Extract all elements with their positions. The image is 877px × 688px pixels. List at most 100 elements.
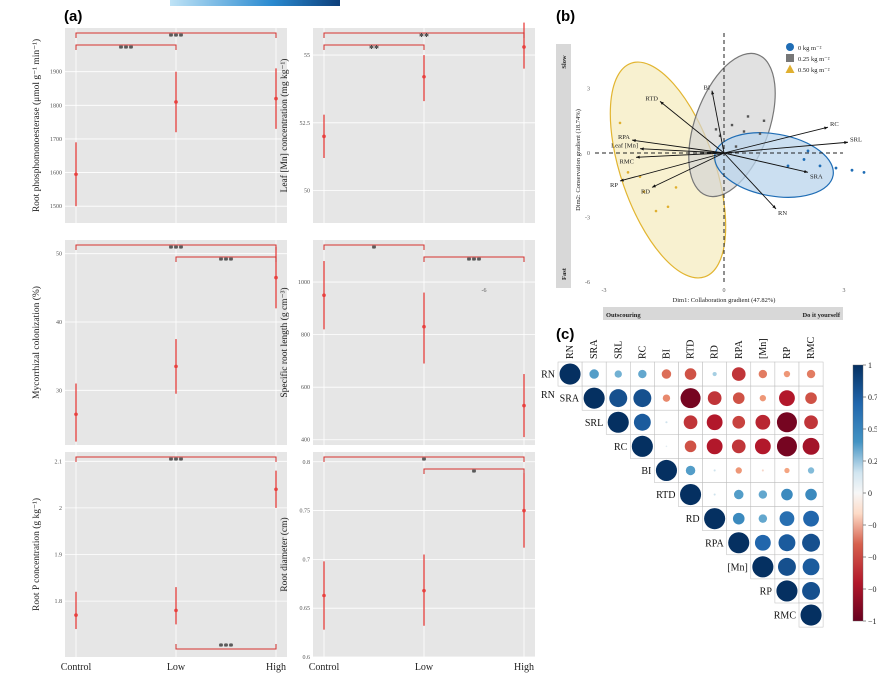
colorbar-tick-label: 0.25	[868, 457, 877, 466]
y-axis-label: Root P concentration (g kg⁻¹)	[31, 498, 42, 611]
corr-cell	[774, 361, 800, 387]
corr-circle	[684, 440, 697, 453]
y-tick-label: 2.1	[55, 459, 63, 465]
legend-label: 0 kg m⁻²	[798, 45, 821, 52]
y-tick-label: 1900	[50, 70, 62, 76]
column-label: RMC	[806, 336, 817, 359]
corr-circle	[704, 508, 726, 530]
x-tick-label: High	[266, 662, 286, 673]
corr-circle	[728, 532, 750, 554]
corr-circle	[776, 436, 797, 457]
panel-b-label: (b)	[556, 8, 575, 25]
vector-arrowhead	[804, 170, 808, 174]
corr-circle	[803, 510, 819, 527]
corr-circle	[754, 438, 771, 455]
vector-label: RP	[610, 182, 618, 189]
row-label: RN	[541, 370, 555, 381]
corr-circle	[777, 557, 796, 576]
panel-c-label: (c)	[556, 326, 574, 343]
significance-label: ***	[119, 44, 134, 55]
point-0.25	[758, 132, 762, 135]
legend-marker-triangle	[785, 64, 795, 73]
corr-circle	[712, 371, 717, 377]
x-tick-label: -6	[482, 288, 487, 294]
point-0	[862, 170, 866, 174]
y-tick-label: 30	[56, 388, 62, 394]
vector-label: RTD	[645, 95, 658, 102]
corr-circle	[614, 370, 622, 378]
corr-circle	[680, 388, 701, 409]
vector-arrowhead	[711, 90, 715, 95]
subplot-3: 30 40 50 *** *** Mycorrhizal colonization (%)	[31, 240, 287, 445]
y-axis-label: Mycorrhizal colonization (%)	[31, 286, 42, 399]
mean-point	[74, 613, 78, 617]
vector-label: SRA	[810, 173, 823, 180]
significance-bracket	[175, 644, 277, 650]
y-tick-label: 0.75	[300, 509, 311, 515]
significance-label: ***	[169, 244, 184, 255]
y-tick-label: 0.7	[303, 557, 311, 563]
vector-label: RD	[641, 188, 650, 195]
corr-circle	[662, 394, 671, 402]
loading-vector	[723, 152, 809, 173]
colorbar-tick-label: 0	[868, 489, 872, 498]
loading-vector	[619, 152, 725, 182]
point-0	[834, 166, 838, 170]
row-label: RP	[760, 586, 773, 597]
y-tick-label: 3	[587, 87, 590, 93]
x-tick-label: Control	[61, 662, 92, 673]
row-label: RD	[686, 514, 700, 525]
mean-point	[522, 508, 526, 513]
legend-label: 0.50 kg m⁻²	[798, 67, 830, 74]
significance-label: *	[422, 456, 427, 467]
corr-circle	[758, 369, 768, 379]
vector-arrowhead	[640, 147, 644, 151]
column-label: SRA	[589, 339, 600, 359]
significance-bracket	[75, 44, 177, 50]
corr-circle	[732, 512, 745, 525]
corr-circle	[807, 467, 815, 474]
y-tick-label: 1.9	[55, 553, 63, 559]
header-bar	[170, 0, 340, 6]
side-bar-bottom	[603, 307, 843, 320]
vector-arrowhead	[844, 141, 848, 145]
significance-label: ***	[169, 32, 184, 43]
significance-label: *	[472, 468, 477, 479]
y-tick-label: 1000	[298, 280, 310, 286]
slow-label: Slow	[561, 55, 568, 69]
significance-bracket	[323, 244, 425, 250]
vector-label: RMC	[620, 158, 634, 165]
legend-label: 0.25 kg m⁻²	[798, 56, 830, 63]
corr-circle	[755, 414, 771, 430]
significance-label: **	[419, 32, 429, 43]
y-tick-label: 2	[59, 506, 62, 512]
loading-vector	[635, 152, 725, 158]
subplot-1: 1500 1600 1700 1800 1900 *** *** Root phosphomo…	[31, 28, 287, 223]
corr-circle	[583, 387, 605, 409]
corr-circle	[783, 370, 791, 378]
point-0.50	[674, 186, 678, 189]
corr-circle	[661, 369, 672, 379]
x-tick-label: 0	[723, 288, 726, 294]
corr-circle	[758, 490, 768, 499]
corr-circle	[609, 389, 628, 408]
y-tick-label: 0	[587, 151, 590, 157]
vector-label: Leaf [Mn]	[611, 143, 638, 150]
vector-label: BI	[704, 85, 711, 92]
vector-label: RN	[778, 210, 787, 217]
mean-point	[274, 487, 278, 492]
mean-point	[74, 172, 78, 177]
y-tick-label: 1.8	[55, 599, 63, 605]
corr-circle	[631, 435, 653, 457]
significance-bracket	[175, 256, 277, 262]
y-tick-label: 40	[56, 320, 62, 326]
loading-vector	[659, 101, 725, 154]
corr-circle	[713, 469, 716, 472]
corr-circle	[713, 493, 716, 496]
row-label: RTD	[656, 490, 675, 501]
corr-circle	[778, 534, 796, 552]
corr-circle	[638, 369, 647, 379]
corr-circle	[559, 363, 581, 385]
